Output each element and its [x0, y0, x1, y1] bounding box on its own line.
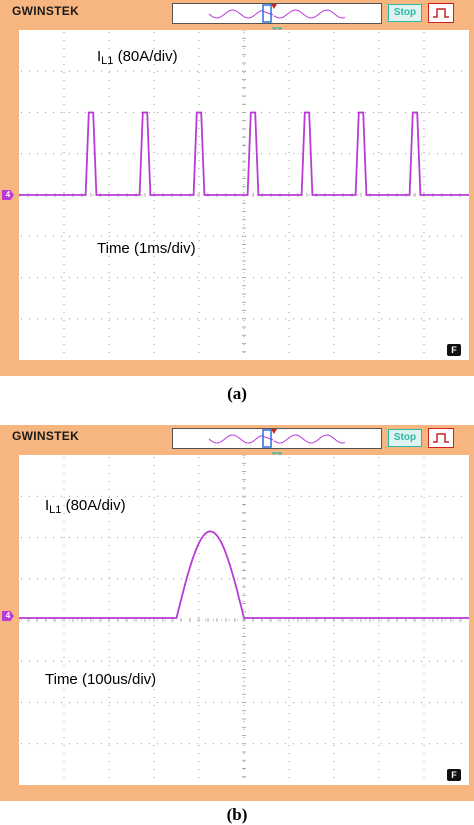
scope-panel-a: GWINSTEK Stop IL1 (80A/div) Time (1ms/di…: [0, 0, 474, 376]
waveform-display-b: [19, 455, 469, 778]
waveform-display-a: [19, 30, 469, 353]
scope-screen-b: IL1 (80A/div) Time (100us/div) F: [19, 455, 469, 785]
brand-text: GWINSTEK: [12, 4, 80, 18]
trace-il1: [19, 111, 469, 196]
overview-wave-icon: [208, 4, 346, 23]
trigger-mode-button[interactable]: [428, 428, 454, 448]
time-label: Time (100us/div): [45, 671, 157, 688]
brand-text: GWINSTEK: [12, 429, 80, 443]
overview-wave-icon: [208, 429, 346, 448]
caption-b: (b): [226, 805, 248, 824]
brand-logo: GWINSTEK: [12, 429, 79, 443]
brand-logo: GWINSTEK: [12, 4, 79, 18]
overview-window: [262, 4, 272, 23]
grid: [19, 30, 462, 353]
trace-label: IL1 (80A/div): [45, 497, 126, 516]
scope-screen-a: IL1 (80A/div) Time (1ms/div) F: [19, 30, 469, 360]
trace-label: IL1 (80A/div): [97, 48, 178, 67]
stop-button[interactable]: Stop: [388, 4, 422, 22]
waveform-overview[interactable]: [172, 3, 382, 24]
scope-panel-b: GWINSTEK Stop IL1 (80A/div) Time (100us/…: [0, 425, 474, 801]
caption-a: (a): [227, 384, 247, 403]
trigger-mode-button[interactable]: [428, 3, 454, 23]
time-label: Time (1ms/div): [97, 240, 196, 257]
trigger-pointer-icon: [271, 4, 277, 9]
pulse-icon: [433, 433, 449, 443]
f-badge: F: [447, 769, 461, 781]
pulse-icon: [433, 8, 449, 18]
channel-4-marker[interactable]: 4: [2, 190, 14, 200]
trace-il1: [19, 530, 469, 619]
channel-4-marker[interactable]: 4: [2, 611, 14, 621]
waveform-overview[interactable]: [172, 428, 382, 449]
trigger-pointer-icon: [271, 429, 277, 434]
stop-button[interactable]: Stop: [388, 429, 422, 447]
f-badge: F: [447, 344, 461, 356]
overview-window: [262, 429, 272, 448]
